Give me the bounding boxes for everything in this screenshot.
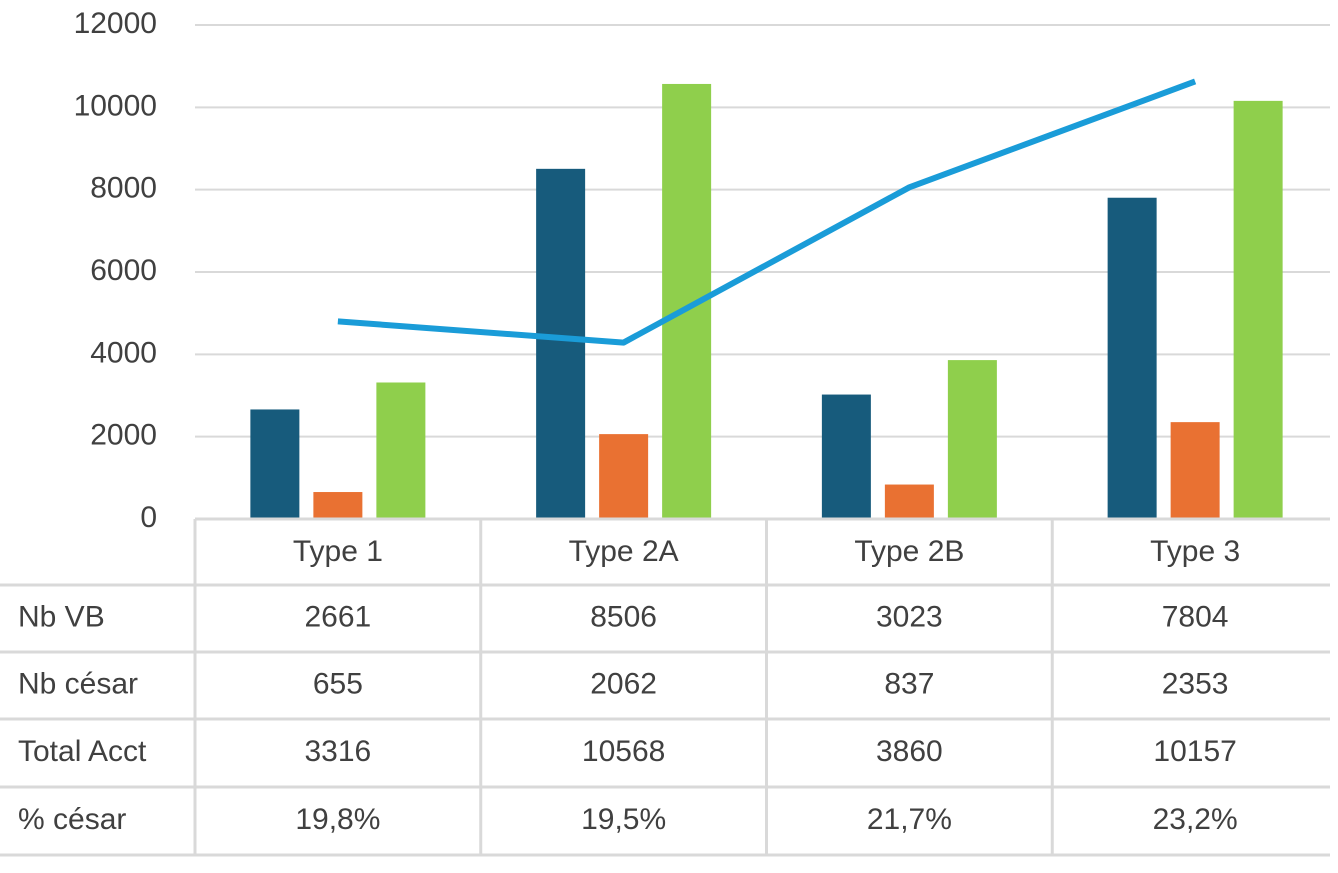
table-cell: 2661 (305, 600, 372, 633)
bar (1233, 100, 1283, 519)
table-cell: 21,7% (867, 803, 952, 836)
table-cell: 2353 (1162, 667, 1229, 700)
y-tick-label: 2000 (90, 419, 157, 452)
table-row-label: Nb VB (18, 600, 105, 633)
bar (536, 168, 586, 519)
bar (821, 394, 871, 519)
x-tick-label: Type 3 (1150, 535, 1240, 568)
table-cell: 8506 (590, 600, 657, 633)
y-tick-label: 8000 (90, 172, 157, 205)
bar (599, 434, 649, 519)
bar (1107, 197, 1157, 519)
table-cell: 19,5% (581, 803, 666, 836)
table-cell: 655 (313, 667, 363, 700)
bar (947, 360, 997, 519)
y-tick-label: 4000 (90, 336, 157, 369)
table-cell: 3316 (305, 735, 372, 768)
bar (1170, 422, 1220, 519)
table-row-label: Total Acct (18, 735, 147, 768)
table-row-label: % césar (18, 803, 126, 836)
bar (250, 409, 300, 519)
table-cell: 2062 (590, 667, 657, 700)
table-cell: 3023 (876, 600, 943, 633)
x-tick-label: Type 1 (293, 535, 383, 568)
y-tick-label: 10000 (74, 89, 157, 122)
table-cell: 10157 (1153, 735, 1236, 768)
bar (313, 492, 363, 519)
x-tick-label: Type 2B (854, 535, 964, 568)
table-row-label: Nb césar (18, 667, 138, 700)
line (337, 78, 1197, 346)
table-cell: 3860 (876, 735, 943, 768)
x-tick-label: Type 2A (569, 535, 679, 568)
table-cell: 7804 (1162, 600, 1229, 633)
y-tick-label: 12000 (74, 7, 157, 40)
table-cell: 837 (884, 667, 934, 700)
table-cell: 23,2% (1153, 803, 1238, 836)
y-tick-label: 0 (140, 501, 157, 534)
table-cell: 10568 (582, 735, 665, 768)
table-cell: 19,8% (295, 803, 380, 836)
bar (376, 382, 426, 519)
y-tick-label: 6000 (90, 254, 157, 287)
bar (884, 484, 934, 519)
